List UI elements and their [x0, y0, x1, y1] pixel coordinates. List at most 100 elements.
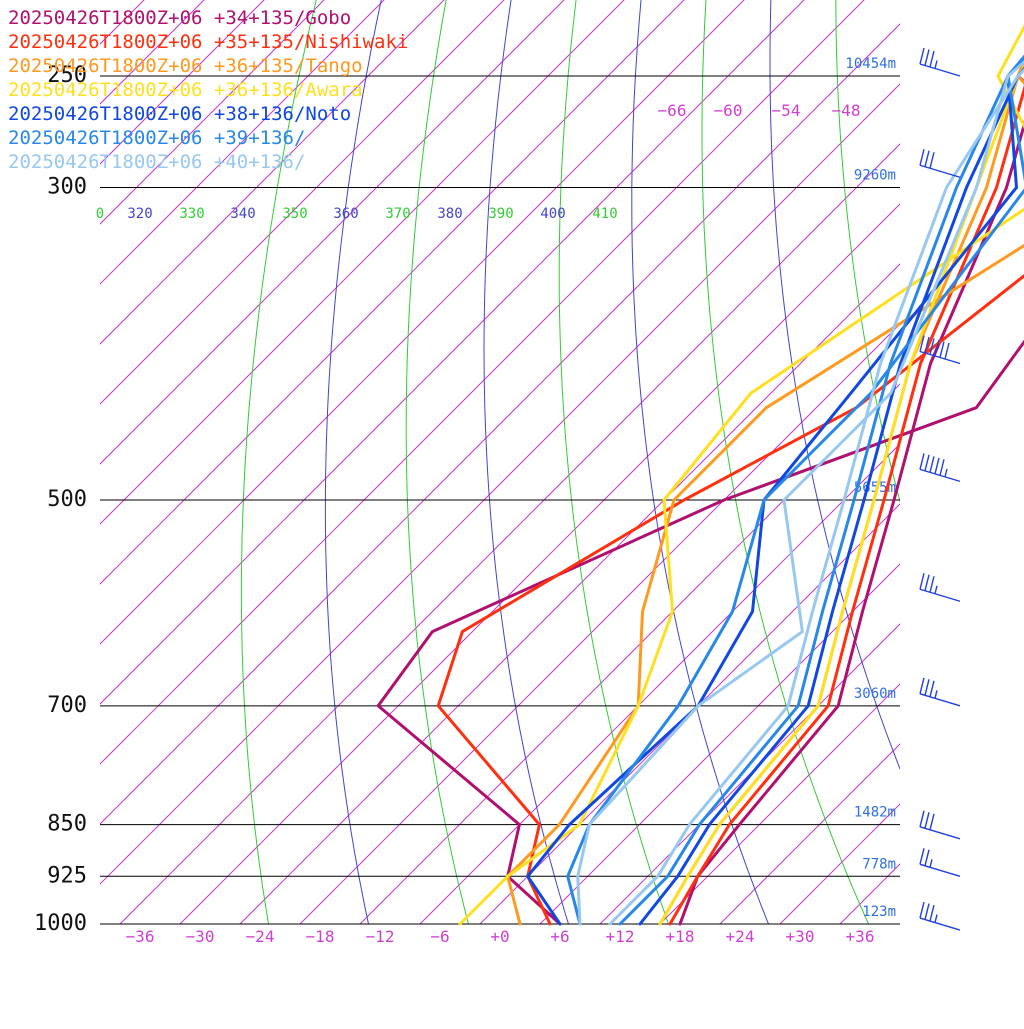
upper-temp-label: −54	[772, 101, 801, 120]
wind-barb	[919, 335, 961, 365]
theta-label: 330	[179, 206, 204, 222]
wind-barb-staff	[919, 164, 961, 178]
temp-tick-label: +18	[666, 927, 695, 946]
theta-label: 400	[540, 206, 565, 222]
dry-adiabat-line	[405, 0, 470, 924]
pressure-label: 300	[47, 175, 87, 200]
height-label: 9260m	[854, 168, 896, 184]
wind-barb-flag	[939, 459, 945, 476]
wind-barb	[919, 47, 961, 77]
height-label: 123m	[862, 904, 896, 920]
wind-barb-flag	[934, 457, 940, 475]
temperature-line-5	[618, 54, 1024, 926]
wind-barb-half-flag	[934, 914, 938, 923]
legend-entry: 20250426T1800Z+06 +34+135/Gobo	[8, 7, 351, 29]
dewpoint-line-1	[436, 274, 1024, 926]
wind-barb-flag	[929, 152, 935, 169]
pressure-lines	[100, 75, 900, 925]
theta-label: 370	[385, 206, 410, 222]
wind-barb-flag	[924, 150, 930, 167]
temp-tick-label: +30	[786, 927, 815, 946]
dewpoint-line-0	[376, 61, 1024, 926]
wind-barb-staff	[919, 863, 961, 877]
wind-barb	[919, 149, 961, 178]
isotherm-line	[100, 0, 805, 705]
wind-barb-flag	[919, 453, 925, 470]
theta-label: 380	[437, 206, 462, 222]
theta-label: 360	[333, 206, 358, 222]
theta-label: 340	[230, 206, 255, 222]
isotherm-line	[419, 443, 900, 924]
wind-barb-flag	[924, 849, 930, 866]
wind-barb-half-flag	[934, 60, 938, 69]
legend-entry: 20250426T1800Z+06 +38+136/Noto	[8, 103, 351, 125]
wind-barb-staff	[919, 63, 961, 77]
isotherm-line	[599, 623, 900, 924]
temperature-line-6	[608, 67, 1024, 926]
wind-barb-flag	[929, 576, 935, 593]
height-label: 778m	[862, 856, 896, 872]
wind-barb-flag	[929, 338, 935, 355]
isotherm-line	[100, 83, 900, 885]
wind-barb-staff	[919, 588, 961, 602]
wind-barb-staff	[919, 693, 961, 707]
wind-barb-flag	[919, 47, 925, 65]
wind-barb-flag	[924, 574, 930, 591]
temp-tick-label: −6	[430, 927, 449, 946]
temp-tick-label: +36	[846, 927, 875, 946]
wind-barbs	[919, 47, 961, 931]
wind-barb	[919, 453, 961, 483]
dewpoint-line-5	[566, 57, 1024, 926]
upper-temp-label: −60	[714, 101, 743, 120]
dry-adiabat-line	[240, 0, 317, 924]
theta-label: 320	[127, 206, 152, 222]
wind-barb	[919, 848, 961, 877]
dewpoint-line-4	[526, 54, 1024, 926]
wind-barb-flag	[924, 454, 930, 472]
isotherm-line	[960, 0, 1024, 924]
temperature-line-2	[658, 64, 1024, 926]
temp-tick-label: +6	[550, 927, 569, 946]
pressure-label: 925	[47, 863, 87, 888]
dry-adiabat-line	[483, 0, 570, 924]
theta-label: 410	[592, 206, 617, 222]
dry-adiabat-line	[631, 0, 770, 924]
wind-barb-flag	[924, 903, 930, 920]
pressure-label: 850	[47, 812, 87, 837]
wind-barb-flag	[934, 339, 940, 357]
temp-tick-label: −24	[246, 927, 275, 946]
wind-barb-flag	[944, 342, 950, 360]
legend-entry: 20250426T1800Z+06 +36+136/Awara	[8, 79, 363, 101]
wind-barb-half-flag	[934, 690, 938, 699]
wind-barb-flag	[929, 456, 935, 473]
height-label: 3060m	[854, 686, 896, 702]
temp-tick-label: +24	[726, 927, 755, 946]
wind-barb-flag	[919, 901, 925, 919]
wind-barb-flag	[919, 810, 925, 827]
temperature-line-4	[638, 66, 1024, 926]
wind-barb-half-flag	[934, 585, 938, 594]
height-label: 10454m	[845, 56, 896, 72]
wind-barb-staff	[919, 917, 961, 931]
isotherm-line	[899, 923, 900, 924]
isotherm-line	[100, 0, 685, 585]
isotherm-line	[539, 563, 900, 924]
wind-barb	[919, 810, 961, 840]
wind-barb-flag	[919, 149, 925, 166]
wind-barb	[919, 677, 961, 707]
isotherm-line	[359, 383, 900, 924]
wind-barb-flag	[919, 335, 925, 352]
wind-barb-flag	[929, 680, 935, 697]
wind-barb-half-flag	[944, 468, 948, 478]
isotherm-line	[100, 0, 745, 645]
temp-tick-label: −30	[186, 927, 215, 946]
temperature-line-3	[658, 64, 1024, 926]
dry-adiabat-line	[558, 0, 670, 924]
isotherm-line	[719, 743, 900, 924]
temp-tick-label: −36	[126, 927, 155, 946]
legend: 20250426T1800Z+06 +34+135/Gobo20250426T1…	[8, 7, 408, 173]
legend-entry: 20250426T1800Z+06 +35+135/Nishiwaki	[8, 31, 408, 53]
wind-barb-flag	[919, 848, 925, 865]
upper-temp-label: −66	[658, 101, 687, 120]
